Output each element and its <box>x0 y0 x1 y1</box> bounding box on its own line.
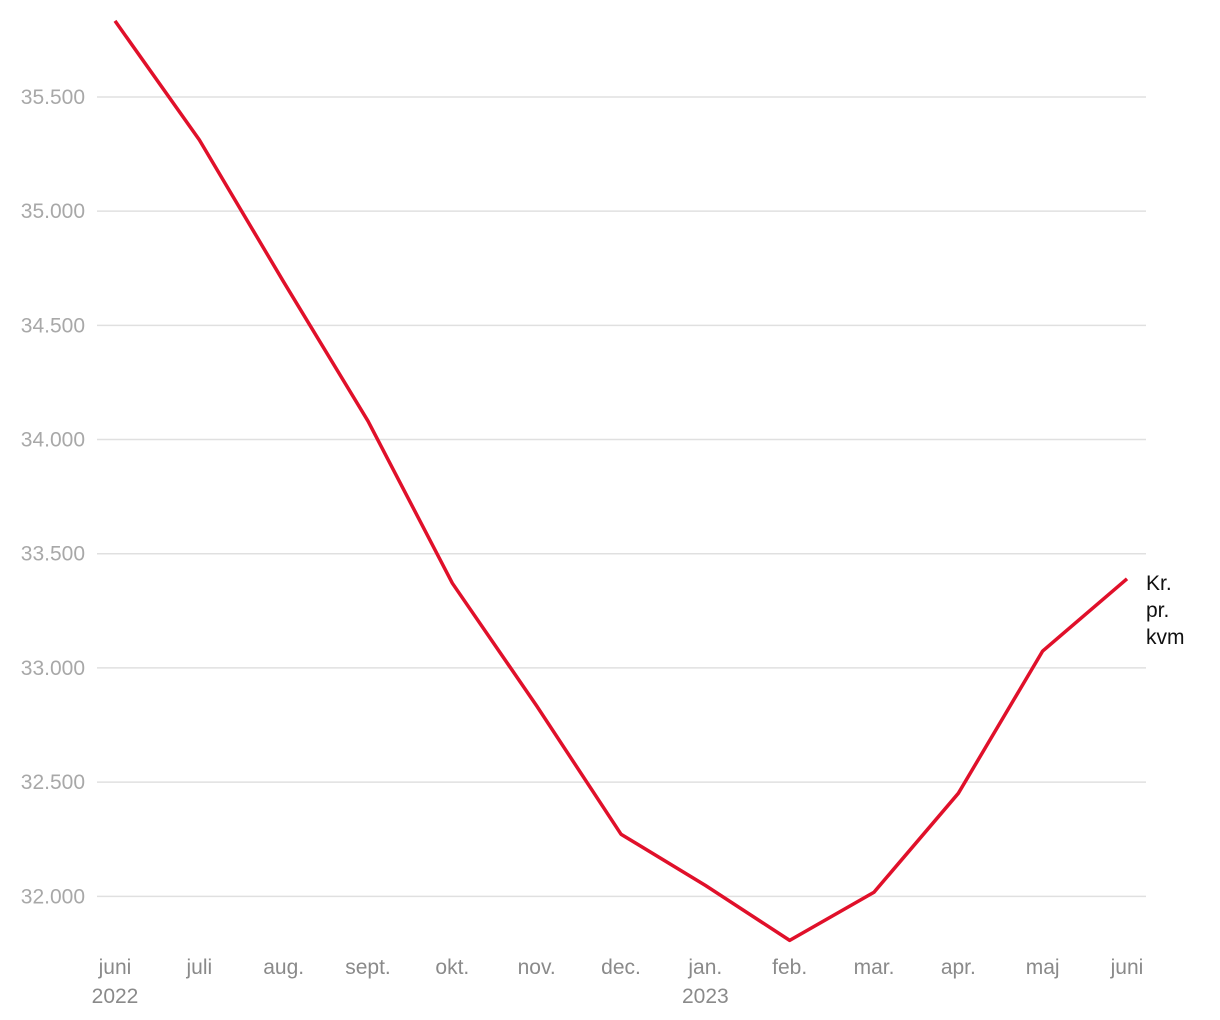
y-tick-label: 35.000 <box>21 200 85 223</box>
x-tick-label: feb. <box>772 956 807 979</box>
x-tick-label: mar. <box>854 956 895 979</box>
line <box>113 19 1129 943</box>
x-year-label: 2023 <box>682 985 729 1008</box>
y-tick-label: 33.500 <box>21 543 85 566</box>
y-tick-label: 35.500 <box>21 86 85 109</box>
y-tick-label: 32.500 <box>21 771 85 794</box>
x-tick-label: aug. <box>263 956 304 979</box>
series-label: Kr. pr. kvm <box>1146 572 1185 649</box>
x-tick-label: maj <box>1026 956 1060 979</box>
y-tick-label: 32.000 <box>21 885 85 908</box>
x-tick-label: dec. <box>601 956 641 979</box>
x-tick-label: juli <box>185 956 212 979</box>
y-tick-label: 34.000 <box>21 429 85 452</box>
x-tick-label: juni <box>98 956 132 979</box>
x-tick-label: nov. <box>518 956 556 979</box>
y-tick-label: 33.000 <box>21 657 85 680</box>
x-tick-label: juni <box>1110 956 1144 979</box>
x-tick-label: okt. <box>435 956 469 979</box>
x-tick-label: jan. <box>687 956 722 979</box>
x-year-label: 2022 <box>92 985 139 1008</box>
x-tick-label: sept. <box>345 956 391 979</box>
y-tick-label: 34.500 <box>21 314 85 337</box>
x-tick-label: apr. <box>941 956 976 979</box>
